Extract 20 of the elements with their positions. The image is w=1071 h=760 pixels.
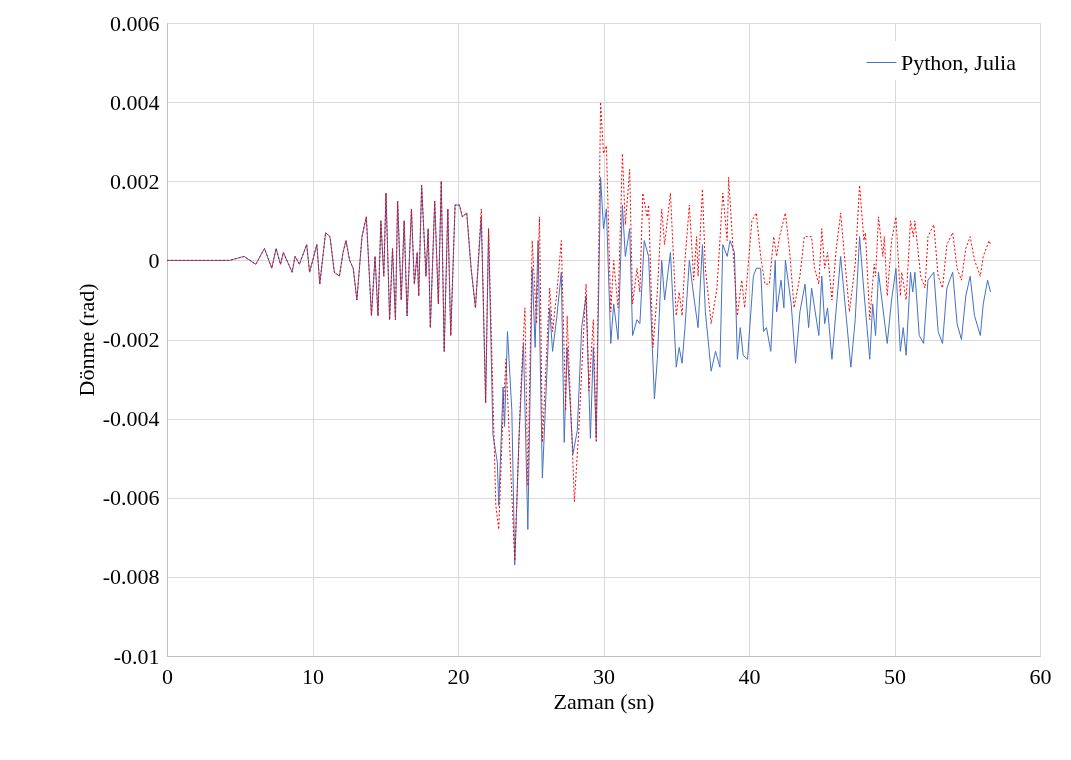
y-tick-label: 0.004 bbox=[110, 89, 160, 115]
y-tick-label: 0 bbox=[148, 247, 160, 273]
y-tick-label: -0.01 bbox=[113, 643, 160, 669]
y-tick-label: -0.008 bbox=[102, 564, 160, 590]
x-tick-label: 40 bbox=[738, 663, 761, 689]
x-tick-label: 50 bbox=[884, 663, 906, 689]
line-series bbox=[166, 176, 992, 566]
legend-label: Python, Julia bbox=[901, 49, 1017, 75]
x-axis-title: Zaman (sn) bbox=[553, 688, 655, 714]
x-tick-label: 30 bbox=[593, 663, 615, 689]
x-tick-label: 60 bbox=[1029, 663, 1052, 689]
y-tick-label: -0.004 bbox=[102, 406, 160, 432]
y-tick-label: -0.002 bbox=[102, 327, 160, 352]
y-axis-title: Dönme (rad) bbox=[73, 283, 99, 397]
line-series bbox=[166, 101, 992, 562]
y-tick-label: 0.006 bbox=[110, 10, 160, 36]
x-tick-label: 20 bbox=[447, 663, 470, 689]
y-tick-label: 0.002 bbox=[110, 168, 160, 194]
y-tick-label: -0.006 bbox=[102, 485, 160, 511]
x-tick-label: 10 bbox=[302, 663, 324, 689]
